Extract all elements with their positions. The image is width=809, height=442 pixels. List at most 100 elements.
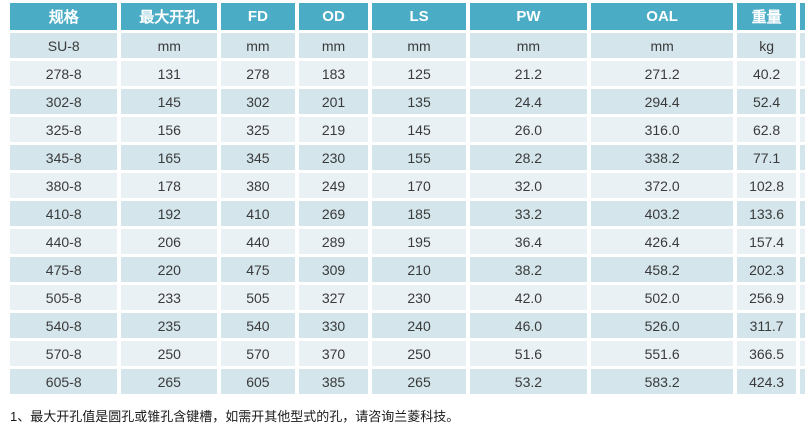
spec-cell: 28.2 (469, 145, 588, 170)
cutoff-column-sliver (799, 3, 805, 30)
spec-cell: 475-8 (10, 257, 118, 282)
spec-cell: 21.2 (469, 61, 588, 86)
spec-cell: mm (591, 33, 734, 58)
header-cell: OD (298, 3, 369, 30)
spec-cell: 62.8 (737, 117, 796, 142)
spec-cell: 202.3 (737, 257, 796, 282)
spec-cell: 325 (221, 117, 295, 142)
cutoff-column-sliver (799, 229, 805, 254)
spec-cell: 380-8 (10, 173, 118, 198)
spec-row: 505-8 233 505 327 230 42.0 502.0 256.9 (10, 285, 805, 310)
header-row: 规格 最大开孔 FD OD LS PW OAL 重量 (10, 3, 805, 30)
spec-cell: 265 (121, 369, 218, 394)
header-cell: 规格 (10, 3, 118, 30)
spec-cell: 157.4 (737, 229, 796, 254)
spec-cell: 540 (221, 313, 295, 338)
spec-cell: 289 (298, 229, 369, 254)
spec-cell: 145 (372, 117, 466, 142)
cutoff-column-sliver (799, 173, 805, 198)
spec-cell: 230 (372, 285, 466, 310)
spec-cell: 505-8 (10, 285, 118, 310)
spec-row: 278-8 131 278 183 125 21.2 271.2 40.2 (10, 61, 805, 86)
spec-row: 302-8 145 302 201 135 24.4 294.4 52.4 (10, 89, 805, 114)
cutoff-column-sliver (799, 285, 805, 310)
footnote: 1、最大开孔值是圆孔或锥孔含键槽，如需开其他型式的孔，请咨询兰菱科技。 (10, 409, 460, 424)
spec-cell: 583.2 (591, 369, 734, 394)
spec-cell: 53.2 (469, 369, 588, 394)
spec-cell: 265 (372, 369, 466, 394)
spec-cell: 403.2 (591, 201, 734, 226)
spec-cell: 316.0 (591, 117, 734, 142)
spec-cell: 250 (121, 341, 218, 366)
spec-cell: 165 (121, 145, 218, 170)
cutoff-column-sliver (799, 313, 805, 338)
spec-cell: 156 (121, 117, 218, 142)
spec-cell: 42.0 (469, 285, 588, 310)
spec-row: 325-8 156 325 219 145 26.0 316.0 62.8 (10, 117, 805, 142)
spec-row: 440-8 206 440 289 195 36.4 426.4 157.4 (10, 229, 805, 254)
spec-cell: 551.6 (591, 341, 734, 366)
spec-cell: 36.4 (469, 229, 588, 254)
spec-cell: 250 (372, 341, 466, 366)
spec-cell: 345 (221, 145, 295, 170)
spec-cell: 32.0 (469, 173, 588, 198)
spec-cell: 235 (121, 313, 218, 338)
spec-cell: 178 (121, 173, 218, 198)
cutoff-column-sliver (799, 33, 805, 58)
spec-cell: 302 (221, 89, 295, 114)
spec-cell: 372.0 (591, 173, 734, 198)
spec-cell: 370 (298, 341, 369, 366)
spec-cell: 410-8 (10, 201, 118, 226)
spec-cell: 570-8 (10, 341, 118, 366)
spec-cell: 192 (121, 201, 218, 226)
spec-cell: 52.4 (737, 89, 796, 114)
spec-cell: mm (298, 33, 369, 58)
spec-cell: 26.0 (469, 117, 588, 142)
spec-cell: 294.4 (591, 89, 734, 114)
spec-cell: 278-8 (10, 61, 118, 86)
spec-cell: 502.0 (591, 285, 734, 310)
spec-cell: 170 (372, 173, 466, 198)
spec-cell: 210 (372, 257, 466, 282)
spec-cell: 219 (298, 117, 369, 142)
spec-row: 345-8 165 345 230 155 28.2 338.2 77.1 (10, 145, 805, 170)
spec-cell: 220 (121, 257, 218, 282)
spec-cell: 201 (298, 89, 369, 114)
cutoff-column-sliver (799, 89, 805, 114)
spec-cell: 145 (121, 89, 218, 114)
cutoff-column-sliver (799, 201, 805, 226)
spec-cell: 271.2 (591, 61, 734, 86)
spec-cell: 540-8 (10, 313, 118, 338)
spec-cell: 155 (372, 145, 466, 170)
header-cell: FD (221, 3, 295, 30)
header-cell: 最大开孔 (121, 3, 218, 30)
spec-cell: 311.7 (737, 313, 796, 338)
spec-cell: 302-8 (10, 89, 118, 114)
header-cell: 重量 (737, 3, 796, 30)
spec-cell: 51.6 (469, 341, 588, 366)
spec-cell: 133.6 (737, 201, 796, 226)
spec-cell: 440-8 (10, 229, 118, 254)
spec-cell: 131 (121, 61, 218, 86)
spec-cell: 240 (372, 313, 466, 338)
spec-cell: 24.4 (469, 89, 588, 114)
spec-cell: 385 (298, 369, 369, 394)
header-cell: LS (372, 3, 466, 30)
spec-cell: 185 (372, 201, 466, 226)
spec-row: 605-8 265 605 385 265 53.2 583.2 424.3 (10, 369, 805, 394)
spec-cell: 410 (221, 201, 295, 226)
spec-cell: 366.5 (737, 341, 796, 366)
header-cell: PW (469, 3, 588, 30)
spec-cell: 230 (298, 145, 369, 170)
spec-table: 规格 最大开孔 FD OD LS PW OAL 重量 SU-8 mm mm mm mm mm mm kg 27… (6, 0, 809, 397)
spec-cell: 278 (221, 61, 295, 86)
cutoff-column-sliver (799, 61, 805, 86)
spec-row: 570-8 250 570 370 250 51.6 551.6 366.5 (10, 341, 805, 366)
spec-cell: 77.1 (737, 145, 796, 170)
spec-cell: 327 (298, 285, 369, 310)
spec-cell: mm (121, 33, 218, 58)
spec-cell: 526.0 (591, 313, 734, 338)
spec-cell: 570 (221, 341, 295, 366)
spec-cell: 380 (221, 173, 295, 198)
spec-cell: 440 (221, 229, 295, 254)
